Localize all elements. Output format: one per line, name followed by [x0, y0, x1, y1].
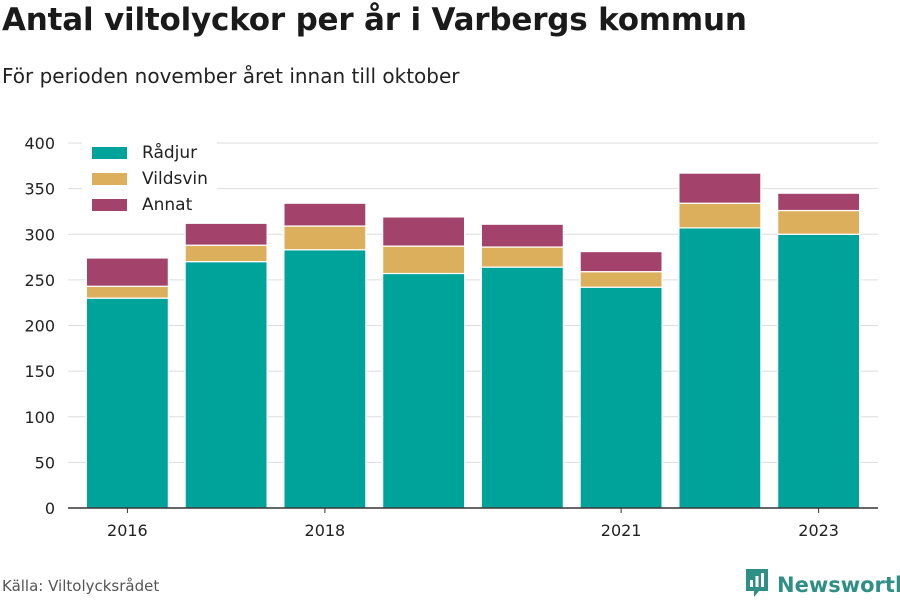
y-tick-label: 0	[45, 499, 55, 518]
bar-annat-2018	[283, 202, 367, 227]
x-tick-label: 2021	[601, 521, 642, 540]
y-tick-label: 50	[35, 453, 55, 472]
bar-annat-2020	[480, 223, 564, 248]
axes: 0 50 100 150 200 250 300 350 400 2016 2018 2021 2023	[24, 134, 878, 540]
bar-annat-2017	[184, 222, 268, 246]
legend-swatch	[92, 173, 127, 185]
x-tick-label: 2023	[798, 521, 839, 540]
legend-swatch	[92, 147, 127, 159]
y-tick-label: 250	[24, 271, 55, 290]
bar-vildsvin-2023	[777, 209, 861, 235]
bars	[85, 172, 861, 509]
chart-title: Antal viltolyckor per år i Varbergs komm…	[2, 2, 747, 38]
brand-name: Newsworthy	[777, 573, 900, 597]
source-note: Källa: Viltolycksrådet	[2, 577, 160, 595]
legend-swatch	[92, 199, 127, 211]
y-tick-label: 150	[24, 362, 55, 381]
legend-label: Annat	[142, 195, 193, 215]
y-tick-label: 350	[24, 180, 55, 199]
bar-vildsvin-2017	[184, 244, 268, 263]
bar-annat-2022	[678, 172, 762, 204]
bar-vildsvin-2018	[283, 225, 367, 251]
y-tick-label: 200	[24, 317, 55, 336]
x-tick-label: 2016	[107, 521, 148, 540]
legend-label: Rådjur	[142, 142, 197, 163]
bar-r-djur-2019	[382, 272, 466, 509]
bar-annat-2016	[85, 257, 169, 287]
y-tick-label: 100	[24, 408, 55, 427]
y-tick-label: 300	[24, 225, 55, 244]
bar-annat-2021	[579, 250, 663, 273]
bar-vildsvin-2021	[579, 271, 663, 288]
bar-r-djur-2023	[777, 233, 861, 509]
newsworthy-logo-icon	[744, 567, 770, 603]
bar-r-djur-2022	[678, 227, 762, 509]
x-tick-label: 2018	[305, 521, 346, 540]
bar-r-djur-2018	[283, 249, 367, 509]
bar-vildsvin-2016	[85, 285, 169, 299]
chart-subtitle: För perioden november året innan till ok…	[2, 64, 460, 88]
bar-annat-2023	[777, 192, 861, 212]
legend-label: Vildsvin	[142, 169, 208, 189]
legend: Rådjur Vildsvin Annat	[82, 140, 217, 222]
bar-vildsvin-2022	[678, 202, 762, 229]
bar-r-djur-2020	[480, 266, 564, 509]
bar-vildsvin-2020	[480, 246, 564, 268]
bar-r-djur-2016	[85, 297, 169, 509]
y-tick-label: 400	[24, 134, 55, 153]
bar-r-djur-2021	[579, 286, 663, 509]
bar-annat-2019	[382, 216, 466, 247]
bar-vildsvin-2019	[382, 245, 466, 275]
bar-r-djur-2017	[184, 261, 268, 509]
brand-logo: Newsworthy	[744, 569, 900, 601]
